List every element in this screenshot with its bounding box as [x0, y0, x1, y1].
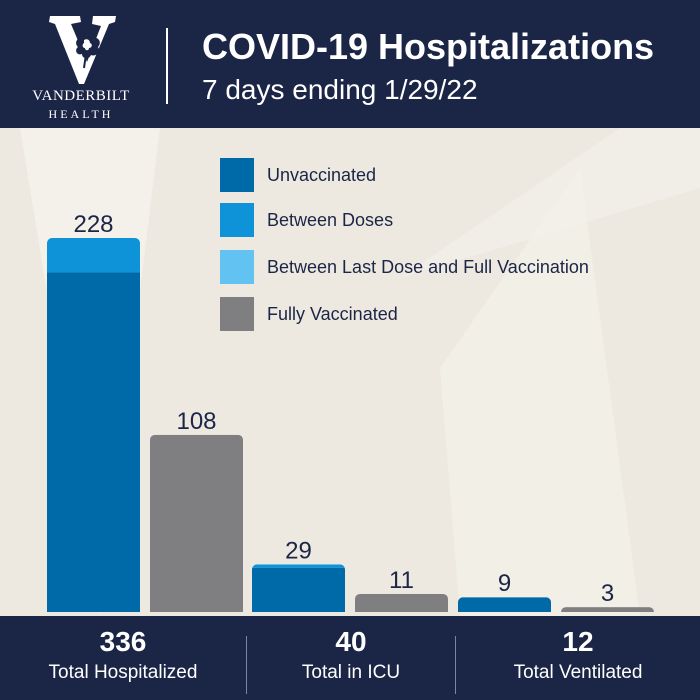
logo-wordmark-health: HEALTH — [48, 107, 114, 121]
bar-segment-fully-vaccinated — [561, 607, 654, 612]
bar-segment-unvaccinated — [47, 272, 140, 612]
bar-value-label: 108 — [176, 408, 216, 435]
bar-6: 3 — [561, 580, 654, 612]
bar-segment-unvaccinated — [458, 597, 551, 612]
stat-divider — [246, 636, 247, 694]
bar-5: 9 — [458, 570, 551, 612]
bar-segment-unvaccinated — [252, 567, 345, 612]
bar-value-label: 11 — [389, 567, 414, 594]
bar-segment-between-doses — [47, 238, 140, 273]
stat-label: Total in ICU — [301, 662, 401, 683]
vanderbilt-health-logo: VANDERBILT HEALTH — [22, 10, 142, 121]
legend-swatch-between-doses — [220, 203, 254, 237]
stat-value: 336 — [99, 626, 147, 657]
header-banner: VANDERBILT HEALTH COVID-19 Hospitalizati… — [0, 0, 700, 128]
legend-swatch-between-last-dose — [220, 250, 254, 284]
legend-swatch-unvaccinated — [220, 158, 254, 192]
legend-label: Between Doses — [267, 210, 394, 230]
bar-chart: 228 108 29 11 9 3 — [20, 128, 700, 616]
bar-segment-between-doses — [252, 564, 345, 568]
page-subtitle: 7 days ending 1/29/22 — [202, 74, 478, 105]
bar-4: 11 — [355, 567, 448, 612]
page-title: COVID-19 Hospitalizations — [202, 26, 655, 67]
stat-label: Total Ventilated — [513, 662, 643, 683]
bar-3: 29 — [252, 537, 345, 612]
bar-1: 228 — [47, 211, 140, 612]
bar-segment-fully-vaccinated — [355, 593, 448, 612]
chart-area: 228 108 29 11 9 3 Unvaccinated Between Doses … — [0, 128, 700, 616]
stat-value: 40 — [335, 626, 367, 657]
header-divider — [166, 28, 168, 104]
bar-value-label: 228 — [73, 211, 113, 238]
bar-value-label: 9 — [498, 570, 511, 597]
stat-label: Total Hospitalized — [48, 662, 198, 683]
legend-label: Fully Vaccinated — [267, 304, 398, 324]
bar-segment-fully-vaccinated — [150, 434, 243, 612]
vanderbilt-v-oak-icon — [49, 16, 116, 84]
stat-total-ventilated: 12 Total Ventilated — [456, 616, 700, 700]
stat-value: 12 — [562, 626, 594, 657]
legend-label: Unvaccinated — [267, 165, 377, 185]
bar-2: 108 — [150, 408, 243, 612]
stat-total-icu: 40 Total in ICU — [247, 616, 455, 700]
legend-label: Between Last Dose and Full Vaccination — [267, 257, 589, 277]
bar-value-label: 3 — [601, 580, 614, 607]
stat-total-hospitalized: 336 Total Hospitalized — [0, 616, 246, 700]
stat-divider — [455, 636, 456, 694]
legend-swatch-fully-vaccinated — [220, 297, 254, 331]
summary-footer: 336 Total Hospitalized 40 Total in ICU 1… — [0, 616, 700, 700]
logo-wordmark-vanderbilt: VANDERBILT — [32, 88, 130, 104]
bar-value-label: 29 — [285, 537, 312, 564]
